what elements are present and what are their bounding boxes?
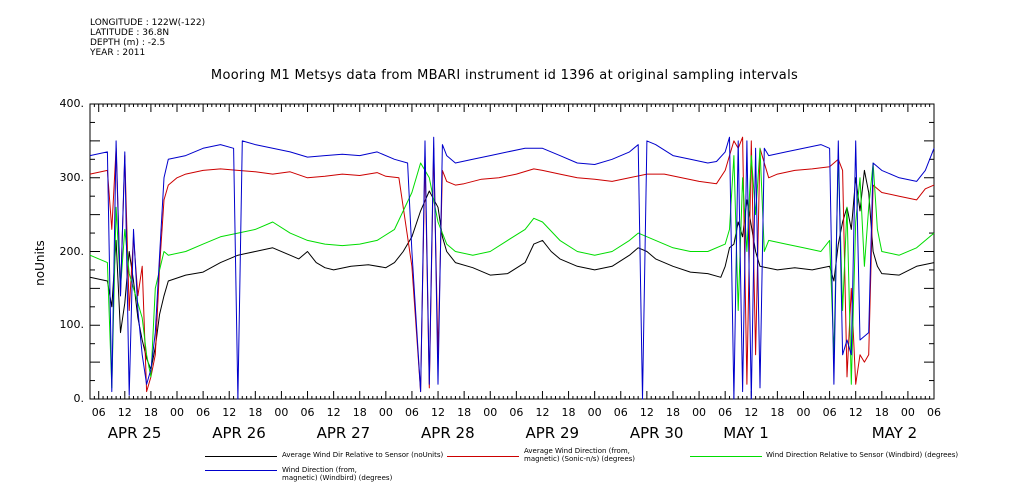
x-tick-label: 06 — [613, 406, 628, 419]
x-tick-label: 18 — [561, 406, 576, 419]
legend-label: Average Wind Dir Relative to Sensor (noU… — [282, 451, 444, 459]
y-tick-label: 0. — [73, 392, 85, 405]
series-line-1 — [89, 169, 935, 370]
y-tick-label: 100. — [59, 318, 85, 332]
day-label: APR 29 — [525, 424, 580, 442]
x-tick-label: 00 — [900, 406, 915, 419]
legend-swatch — [205, 470, 277, 471]
x-tick-label: 12 — [431, 406, 446, 419]
chart-title: Mooring M1 Metsys data from MBARI instru… — [210, 68, 799, 83]
x-tick-label: 06 — [822, 406, 837, 419]
legend-swatch — [205, 456, 277, 457]
x-tick-label: 06 — [509, 406, 524, 419]
x-tick-label: 12 — [744, 406, 759, 419]
x-tick-label: 18 — [143, 406, 158, 419]
x-tick-label: 12 — [535, 406, 550, 419]
day-label: APR 28 — [421, 424, 475, 442]
legend-swatch — [447, 456, 519, 457]
y-tick-label: 200. — [59, 244, 85, 258]
meta-year: YEAR : 2011 — [90, 48, 146, 58]
series-line-4 — [89, 136, 935, 400]
x-tick-label: 00 — [274, 406, 289, 419]
meta-depth: DEPTH (m) : -2.5 — [90, 38, 166, 48]
axis-ticks — [89, 103, 935, 400]
x-tick-label: 00 — [378, 406, 393, 419]
x-tick-label: 00 — [170, 406, 184, 419]
x-tick-label: 12 — [222, 406, 237, 419]
metadata-block: LONGITUDE : 122W(-122) LATITUDE : 36.8N … — [90, 18, 205, 58]
x-tick-label: 06 — [91, 406, 106, 419]
y-tick-label: 300. — [59, 170, 85, 184]
x-tick-label: 06 — [927, 406, 941, 419]
x-tick-label: 12 — [848, 406, 863, 419]
x-tick-label: 18 — [457, 406, 472, 419]
x-tick-label: 06 — [196, 406, 211, 419]
x-tick-label: 06 — [718, 406, 733, 419]
x-tick-label: 06 — [300, 406, 315, 419]
x-tick-label: 12 — [117, 406, 132, 419]
x-tick-label: 18 — [874, 406, 889, 419]
x-tick-label: 18 — [770, 406, 785, 419]
x-tick-label: 18 — [248, 406, 263, 419]
x-tick-label: 06 — [404, 406, 419, 419]
legend-label: Average Wind Direction (from, magnetic) … — [524, 447, 636, 463]
day-label: MAY 1 — [723, 424, 769, 442]
plot-frame — [89, 103, 935, 400]
day-label: APR 27 — [316, 424, 371, 442]
day-label: APR 30 — [629, 424, 684, 442]
series-line-3 — [89, 147, 935, 389]
day-label: APR 26 — [212, 424, 266, 442]
meta-longitude: LONGITUDE : 122W(-122) — [90, 18, 206, 28]
x-tick-label: 12 — [639, 406, 654, 419]
x-tick-label: 00 — [692, 406, 707, 419]
y-axis-label: noUnits — [33, 240, 47, 286]
x-tick-label: 18 — [352, 406, 367, 419]
x-tick-label: 12 — [326, 406, 341, 419]
day-label: MAY 2 — [871, 424, 918, 442]
x-tick-label: 00 — [483, 406, 498, 419]
x-tick-label: 18 — [665, 406, 680, 419]
series-layer — [89, 136, 935, 400]
y-tick-label: 400. — [59, 97, 85, 110]
legend-swatch — [690, 456, 762, 457]
legend-label: Wind Direction (from, magnetic) (Windbir… — [282, 466, 393, 482]
meta-latitude: LATITUDE : 36.8N — [90, 28, 170, 38]
day-label: APR 25 — [107, 424, 162, 442]
x-tick-label: 00 — [796, 406, 811, 419]
x-tick-label: 00 — [587, 406, 602, 419]
legend-label: Wind Direction Relative to Sensor (Windb… — [766, 451, 959, 459]
